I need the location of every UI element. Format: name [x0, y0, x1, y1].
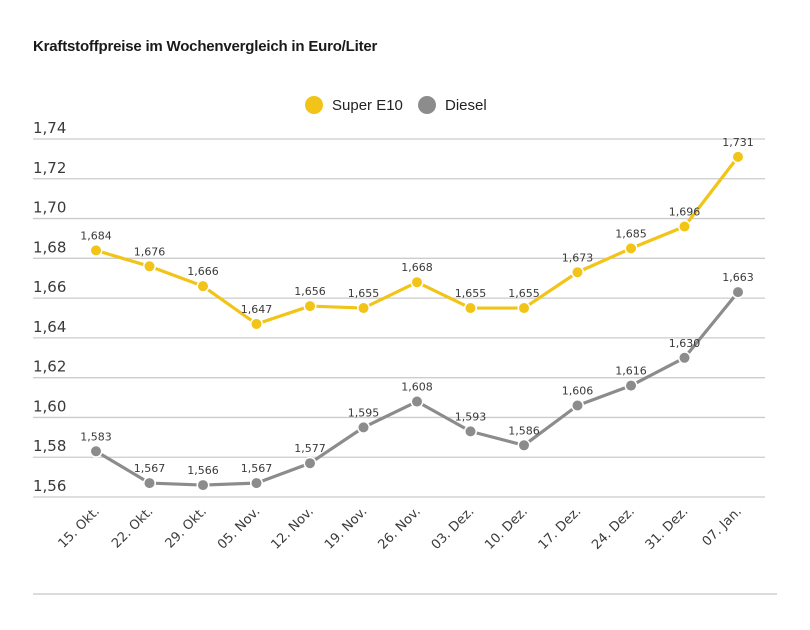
data-label: 1,731: [722, 136, 754, 149]
data-label: 1,673: [562, 251, 594, 264]
legend: Super E10 Diesel: [0, 96, 810, 118]
data-label: 1,630: [669, 337, 701, 350]
x-tick-label: 15. Okt.: [56, 504, 103, 551]
y-tick-label: 1,64: [33, 318, 66, 336]
data-point: [91, 446, 101, 457]
data-point: [198, 480, 208, 491]
data-point: [358, 303, 369, 314]
data-label: 1,566: [187, 464, 219, 477]
x-tick-label: 26. Nov.: [376, 504, 424, 552]
x-axis-ticks: 15. Okt. 22. Okt. 29. Okt. 05. Nov. 12. Nov.…: [56, 504, 745, 553]
data-point: [91, 245, 101, 256]
data-label: 1,655: [508, 287, 540, 300]
data-label: 1,593: [455, 410, 487, 423]
legend-label-super-e10: Super E10: [332, 96, 403, 114]
data-label: 1,663: [722, 271, 754, 284]
data-label: 1,595: [348, 406, 380, 419]
data-label: 1,666: [187, 265, 219, 278]
legend-item-super-e10: Super E10: [305, 96, 403, 114]
data-point: [465, 426, 476, 437]
y-tick-label: 1,56: [33, 477, 66, 495]
data-point: [679, 221, 690, 232]
x-tick-label: 05. Nov.: [215, 504, 263, 552]
x-tick-label: 17. Dez.: [536, 504, 585, 553]
y-tick-label: 1,74: [33, 119, 66, 137]
data-label: 1,577: [294, 442, 326, 455]
data-label: 1,567: [134, 462, 166, 475]
chart-title: Kraftstoffpreise im Wochenvergleich in E…: [33, 38, 378, 55]
data-point: [679, 352, 690, 363]
data-point: [144, 478, 155, 489]
legend-item-diesel: Diesel: [418, 96, 487, 114]
x-tick-label: 31. Dez.: [643, 504, 692, 553]
x-tick-label: 03. Dez.: [429, 504, 478, 553]
data-label: 1,676: [134, 245, 166, 258]
x-tick-label: 07. Jan.: [700, 504, 745, 549]
y-tick-label: 1,72: [33, 159, 66, 177]
data-label: 1,668: [401, 261, 433, 274]
data-point: [733, 151, 743, 162]
gridlines: [33, 138, 765, 498]
series-diesel: 1,583 1,567 1,566 1,567 1,577 1,595 1,608 1,593…: [80, 271, 754, 492]
data-point: [412, 396, 422, 407]
series-line-super-e10: [94, 155, 740, 326]
data-label: 1,655: [455, 287, 487, 300]
data-point: [198, 281, 208, 292]
legend-label-diesel: Diesel: [445, 96, 487, 114]
data-point: [519, 440, 529, 451]
data-label: 1,656: [294, 285, 326, 298]
data-point: [305, 458, 315, 469]
legend-marker-super-e10: [305, 96, 323, 114]
data-label: 1,647: [241, 303, 273, 316]
data-label: 1,685: [615, 227, 647, 240]
data-point: [144, 261, 155, 272]
x-tick-label: 10. Dez.: [482, 504, 531, 553]
data-label: 1,567: [241, 462, 273, 475]
x-tick-label: 29. Okt.: [163, 504, 210, 551]
data-point: [733, 287, 743, 298]
data-point: [519, 303, 529, 314]
x-tick-label: 24. Dez.: [589, 504, 638, 553]
data-label: 1,586: [508, 424, 540, 437]
data-label: 1,608: [401, 381, 433, 394]
x-tick-label: 19. Nov.: [322, 504, 370, 552]
x-tick-label: 22. Okt.: [109, 504, 156, 551]
y-tick-label: 1,60: [33, 397, 66, 415]
data-point: [412, 277, 422, 288]
series-group: 1,684 1,676 1,666 1,647 1,656 1,655 1,668 1,655…: [80, 136, 754, 492]
x-tick-label: 12. Nov.: [269, 504, 317, 552]
data-label: 1,583: [80, 430, 112, 443]
y-tick-label: 1,70: [33, 199, 66, 217]
y-tick-label: 1,68: [33, 238, 66, 256]
data-label: 1,655: [348, 287, 380, 300]
series-super-e10: 1,684 1,676 1,666 1,647 1,656 1,655 1,668 1,655…: [80, 136, 754, 331]
y-tick-label: 1,58: [33, 437, 66, 455]
data-label: 1,696: [669, 206, 701, 219]
y-tick-label: 1,66: [33, 278, 66, 296]
data-point: [251, 318, 262, 329]
y-tick-label: 1,62: [33, 358, 66, 376]
data-point: [465, 303, 476, 314]
y-axis-ticks: 1,56 1,58 1,60 1,62 1,64 1,66 1,68 1,70 1,72 1,74: [33, 119, 66, 495]
data-point: [626, 243, 636, 254]
data-point: [572, 267, 583, 278]
data-point: [251, 478, 262, 489]
data-point: [358, 422, 369, 433]
data-point: [572, 400, 583, 411]
data-label: 1,616: [615, 365, 647, 378]
data-point: [626, 380, 636, 391]
data-label: 1,684: [80, 229, 112, 242]
data-point: [305, 301, 315, 312]
legend-marker-diesel: [418, 96, 436, 114]
data-label: 1,606: [562, 385, 594, 398]
